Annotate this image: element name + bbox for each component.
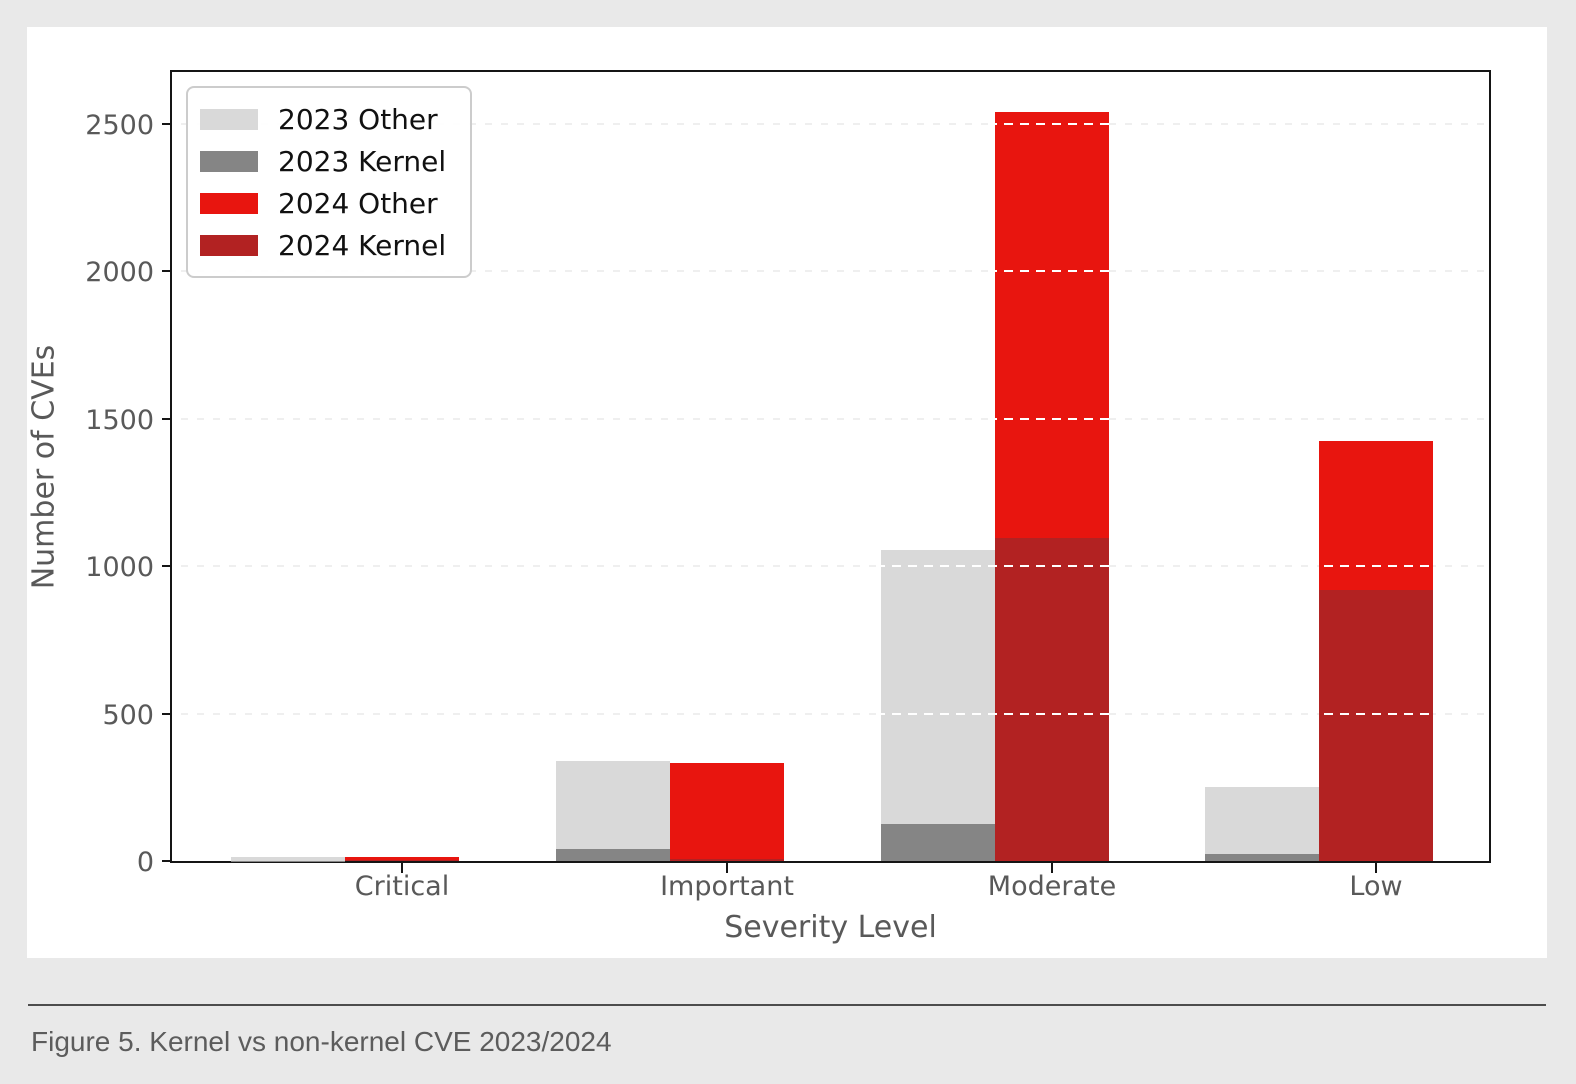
- y-tick-mark-1000: [162, 565, 170, 568]
- bar-2023-kernel-low: [1205, 853, 1319, 861]
- x-tick-label-critical: Critical: [354, 871, 450, 902]
- legend-label: 2024 Other: [278, 186, 438, 220]
- gridline-dashed-1000: [172, 565, 1489, 568]
- legend-item-2023-kernel: 2023 Kernel: [200, 140, 446, 182]
- legend-swatch-2023-other: [200, 108, 258, 130]
- y-tick-label-1500: 1500: [85, 404, 154, 436]
- x-tick-label-moderate: Moderate: [987, 871, 1117, 902]
- gridline-dashed-2500: [172, 122, 1489, 125]
- x-tick-mark-moderate: [1051, 863, 1053, 873]
- y-tick-mark-500: [162, 712, 170, 715]
- y-tick-label-500: 500: [102, 699, 154, 731]
- y-tick-label-2500: 2500: [85, 109, 154, 141]
- bar-2024-kernel-moderate: [995, 538, 1109, 861]
- y-tick-mark-2500: [162, 122, 170, 125]
- bar-2023-other-critical: [231, 857, 345, 861]
- bar-2024-other-moderate: [995, 111, 1109, 539]
- gridline-dashed-1500: [172, 417, 1489, 420]
- legend-item-2024-kernel: 2024 Kernel: [200, 224, 446, 266]
- bar-2023-kernel-important: [556, 849, 670, 861]
- bar-2023-kernel-moderate: [881, 824, 995, 861]
- x-tick-label-important: Important: [660, 871, 794, 902]
- y-tick-mark-1500: [162, 417, 170, 420]
- bar-2023-other-important: [556, 760, 670, 850]
- bar-2024-other-important: [670, 763, 784, 859]
- x-tick-label-low: Low: [1349, 871, 1403, 902]
- legend-label: 2023 Other: [278, 102, 438, 136]
- bar-2024-other-critical: [345, 856, 459, 861]
- x-axis-title: Severity Level: [724, 910, 937, 945]
- y-tick-mark-0: [162, 860, 170, 862]
- y-axis-title: Number of CVEs: [26, 344, 62, 589]
- gridline-dashed-2000: [172, 270, 1489, 273]
- legend: 2023 Other 2023 Kernel 2024 Other 2024 K…: [186, 86, 473, 278]
- bar-2024-kernel-important: [670, 858, 784, 861]
- legend-label: 2024 Kernel: [278, 228, 447, 262]
- bar-2023-other-low: [1205, 787, 1319, 854]
- y-tick-label-2000: 2000: [85, 257, 154, 289]
- x-tick-mark-low: [1375, 863, 1377, 873]
- bar-2024-other-low: [1319, 440, 1433, 590]
- figure-caption: Figure 5. Kernel vs non-kernel CVE 2023/…: [31, 1026, 612, 1057]
- legend-label: 2023 Kernel: [278, 144, 447, 178]
- y-tick-mark-2000: [162, 270, 170, 273]
- x-tick-mark-critical: [401, 863, 403, 873]
- legend-swatch-2023-kernel: [200, 150, 258, 172]
- gridline-dashed-500: [172, 712, 1489, 715]
- bar-2024-kernel-low: [1319, 589, 1433, 861]
- legend-swatch-2024-kernel: [200, 234, 258, 256]
- caption-divider: [28, 1004, 1546, 1006]
- legend-swatch-2024-other: [200, 192, 258, 214]
- y-tick-label-1000: 1000: [85, 552, 154, 584]
- y-tick-label-0: 0: [136, 847, 154, 878]
- legend-item-2023-other: 2023 Other: [200, 98, 446, 140]
- figure-card: 2023 Other 2023 Kernel 2024 Other 2024 K…: [27, 27, 1547, 958]
- bar-2023-other-moderate: [881, 549, 995, 825]
- x-tick-mark-important: [726, 863, 728, 873]
- plot-area: 2023 Other 2023 Kernel 2024 Other 2024 K…: [27, 70, 1491, 945]
- bar-2024-kernel-critical: [345, 860, 459, 861]
- legend-item-2024-other: 2024 Other: [200, 182, 446, 224]
